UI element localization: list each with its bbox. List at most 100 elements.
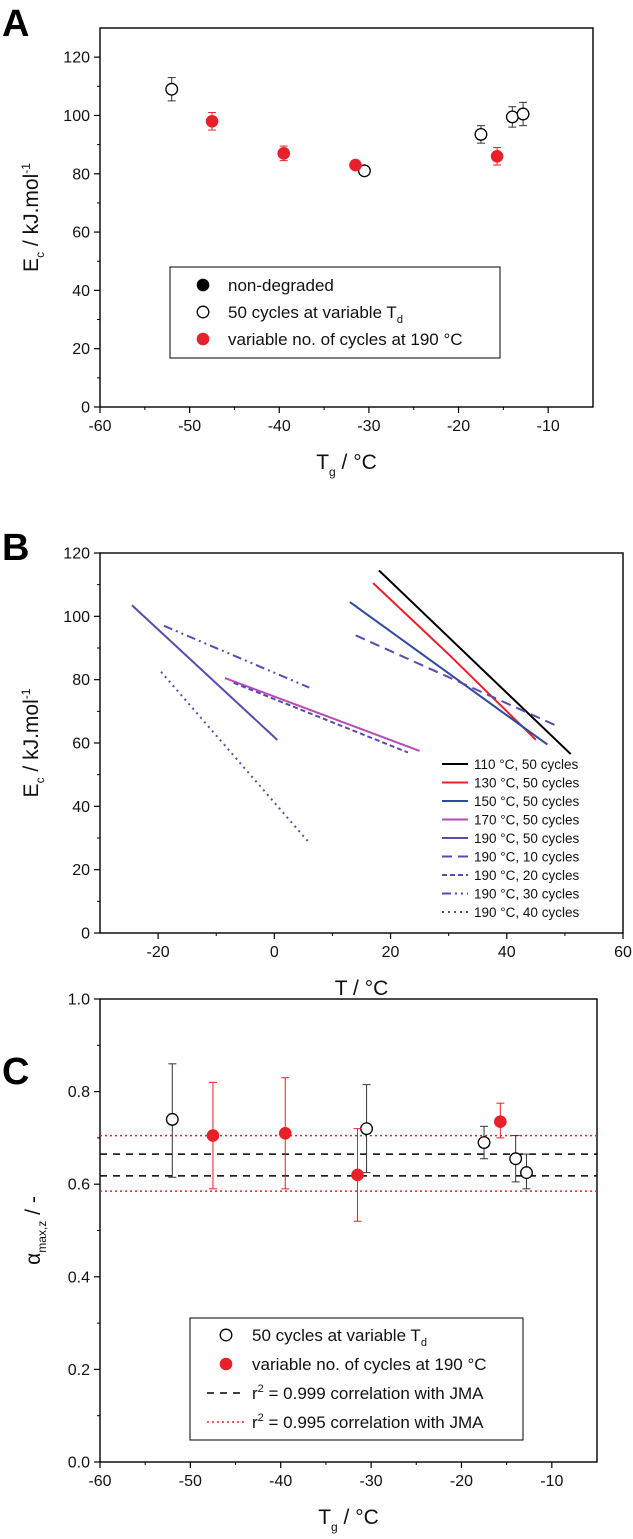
y-axis-label-main: α <box>22 1253 45 1265</box>
panel-b-legend-label: 190 °C, 40 cycles <box>474 905 579 920</box>
y-axis-label: Ec / kJ.mol-1 <box>19 163 47 272</box>
panel-c-open-point <box>477 1136 491 1149</box>
x-axis-label-unit: °C <box>365 977 389 1000</box>
panel-c-legend-label: r2 = 0.999 correlation with JMA <box>252 1383 484 1403</box>
panel-b-legend-label: 190 °C, 20 cycles <box>474 868 579 883</box>
panel-a-open-point <box>165 82 179 96</box>
panel-c-red-point <box>351 1168 364 1182</box>
panel-a-legend-marker <box>196 278 210 292</box>
x-tick-label: 40 <box>498 944 516 961</box>
x-tick-label: -20 <box>147 944 170 961</box>
panel-a-legend-label: 50 cycles at variable Td <box>228 303 403 326</box>
y-axis-label-sub: max,z <box>35 1221 49 1253</box>
x-tick-label: -30 <box>360 1473 383 1490</box>
panel-b-series-line <box>372 582 537 741</box>
x-tick-label: -30 <box>357 418 380 435</box>
panel-a-legend <box>169 266 501 359</box>
panel-c-legend-label: 50 cycles at variable Td <box>252 1326 427 1349</box>
x-tick-label: -10 <box>537 418 560 435</box>
panel-c-legend <box>189 1317 524 1441</box>
x-axis-label: T / °C <box>335 977 389 1000</box>
y-axis-label-sub: c <box>33 252 47 258</box>
panel-b-series-line <box>233 681 409 754</box>
y-tick-label: 120 <box>63 50 90 67</box>
legend-label-sup: 2 <box>258 1383 264 1395</box>
panel-a-red-point <box>490 149 504 163</box>
y-axis-label-sep: / <box>22 1203 45 1221</box>
plot-frame <box>99 27 594 408</box>
y-axis-label-sup: -1 <box>19 688 33 699</box>
y-tick-label: 20 <box>72 341 90 358</box>
x-tick-label: 20 <box>382 944 400 961</box>
y-tick-label: 0.6 <box>68 1177 90 1194</box>
panel-b-series-line <box>224 677 420 752</box>
y-axis-label-main: E <box>20 783 43 797</box>
legend-label-sub: d <box>421 1337 427 1349</box>
legend-label-sub: d <box>397 314 403 326</box>
y-tick-label: 0 <box>81 400 90 417</box>
y-axis-label: Ec / kJ.mol-1 <box>19 688 47 797</box>
panel-b-legend-label: 190 °C, 10 cycles <box>474 850 579 865</box>
x-tick-label: -20 <box>447 418 470 435</box>
x-axis-label-main: T <box>318 1506 331 1529</box>
x-tick-label: -20 <box>450 1473 473 1490</box>
y-tick-label: 0.8 <box>68 1084 90 1101</box>
panel-letter: C <box>2 1051 29 1093</box>
panel-c-red-point <box>206 1129 220 1142</box>
panel-a-red-point <box>349 158 362 172</box>
panel-a-open-point <box>516 107 530 121</box>
legend-label-main: 50 cycles at variable T <box>228 303 397 322</box>
y-tick-label: 60 <box>72 736 90 753</box>
panel-a-legend-label: non-degraded <box>228 276 334 295</box>
panel-c-red-point <box>278 1126 292 1140</box>
x-axis-label-sub: g <box>331 1520 338 1534</box>
panel-b-series-line <box>378 569 572 755</box>
y-tick-label: 80 <box>72 166 90 183</box>
panel-c-legend-label: variable no. of cycles at 190 °C <box>252 1355 487 1374</box>
y-axis-label-sep: / <box>20 760 43 778</box>
y-tick-label: 0.4 <box>68 1269 90 1286</box>
y-axis-label-unit: kJ.mol <box>20 699 43 760</box>
x-tick-label: -40 <box>268 418 291 435</box>
panel-b-legend-label: 130 °C, 50 cycles <box>474 776 579 791</box>
panel-c-legend-marker <box>219 1328 233 1342</box>
x-tick-label: 0 <box>270 944 279 961</box>
panel-c-open-point <box>520 1166 533 1180</box>
y-tick-label: 40 <box>72 799 90 816</box>
legend-label-main: 50 cycles at variable T <box>252 1326 421 1345</box>
legend-label-post: = 0.999 correlation with JMA <box>264 1384 484 1403</box>
x-tick-label: -50 <box>178 418 201 435</box>
panel-c-open-point <box>165 1112 179 1126</box>
x-axis-label-main: T <box>316 451 329 474</box>
panel-b-legend-label: 110 °C, 50 cycles <box>474 757 578 772</box>
panel-b-series-line <box>131 604 278 741</box>
x-tick-label: -50 <box>179 1473 202 1490</box>
x-axis-label: Tg / °C <box>316 451 377 479</box>
legend-label-pre: r <box>252 1384 258 1403</box>
legend-label-sup: 2 <box>258 1412 264 1424</box>
legend-label-post: = 0.995 correlation with JMA <box>264 1413 484 1432</box>
panel-c-red-point <box>494 1115 507 1128</box>
y-axis-label-unit: - <box>22 1196 45 1203</box>
panel-a-open-point <box>357 164 371 178</box>
y-tick-label: 80 <box>72 672 90 689</box>
x-axis-label: Tg / °C <box>318 1506 379 1534</box>
x-tick-label: 60 <box>614 944 632 961</box>
y-tick-label: 100 <box>63 108 90 125</box>
y-axis-label-sep: / <box>20 234 43 252</box>
y-tick-label: 0.0 <box>68 1455 90 1472</box>
panel-a-open-point <box>505 110 519 124</box>
legend-label-main: non-degraded <box>228 276 334 295</box>
x-tick-label: -60 <box>88 418 111 435</box>
panel-c-open-point <box>360 1122 374 1136</box>
y-tick-label: 0 <box>81 926 90 943</box>
y-axis-label-main: E <box>20 258 43 272</box>
panel-c-legend-marker <box>219 1357 233 1371</box>
panel-a-red-point <box>205 114 219 128</box>
panel-letter: A <box>2 3 29 45</box>
y-axis-label: αmax,z / - <box>22 1196 49 1265</box>
x-tick-label: -60 <box>88 1473 111 1490</box>
panel-b-series-line <box>160 671 310 844</box>
